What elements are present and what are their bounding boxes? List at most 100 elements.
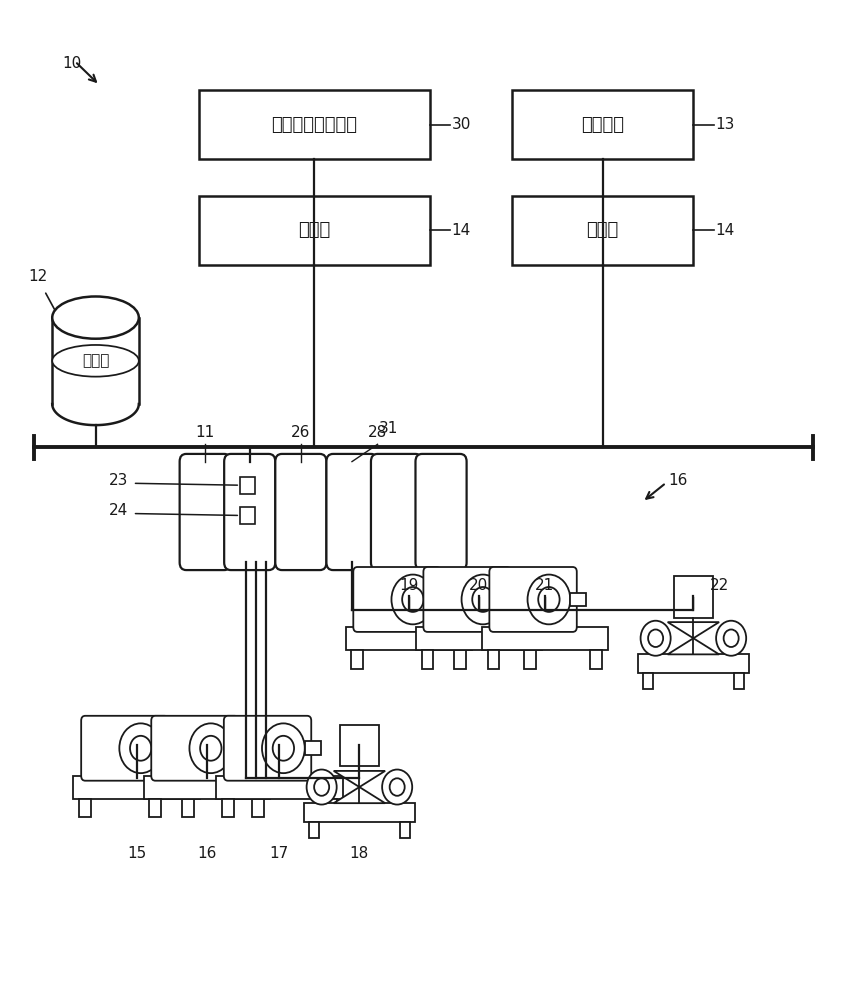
Bar	[182, 799, 194, 817]
Bar	[590, 650, 602, 669]
FancyBboxPatch shape	[353, 567, 441, 632]
Ellipse shape	[52, 296, 139, 339]
Text: 数据库: 数据库	[82, 353, 109, 368]
Text: 16: 16	[198, 846, 216, 861]
FancyBboxPatch shape	[81, 716, 168, 781]
Bar	[305, 741, 320, 755]
Bar	[482, 627, 608, 650]
Bar	[241, 477, 255, 494]
FancyBboxPatch shape	[224, 454, 275, 570]
Bar	[416, 627, 542, 650]
Circle shape	[716, 621, 746, 656]
Bar	[143, 776, 271, 799]
Bar	[570, 593, 586, 606]
FancyBboxPatch shape	[416, 454, 466, 570]
Bar	[512, 90, 693, 159]
Text: 图形显示应用程序: 图形显示应用程序	[271, 116, 357, 134]
Bar	[198, 90, 430, 159]
Polygon shape	[333, 771, 385, 787]
Circle shape	[641, 621, 671, 656]
FancyBboxPatch shape	[224, 716, 311, 781]
Bar	[304, 803, 415, 822]
Bar	[222, 799, 234, 817]
Text: 28: 28	[368, 425, 387, 440]
Text: 26: 26	[291, 425, 311, 440]
Text: 22: 22	[710, 578, 729, 593]
Bar	[504, 593, 521, 606]
Circle shape	[130, 736, 151, 761]
Circle shape	[307, 770, 337, 805]
Text: 13: 13	[716, 117, 735, 132]
Text: 18: 18	[350, 846, 369, 861]
Text: 10: 10	[63, 56, 82, 71]
Polygon shape	[667, 622, 719, 638]
Text: 23: 23	[109, 473, 129, 488]
Circle shape	[472, 587, 494, 612]
Circle shape	[527, 575, 570, 624]
Bar	[325, 799, 337, 817]
Bar	[673, 576, 713, 618]
Text: 19: 19	[399, 578, 418, 593]
Bar	[216, 776, 343, 799]
FancyBboxPatch shape	[275, 454, 326, 570]
FancyBboxPatch shape	[151, 716, 239, 781]
Bar	[198, 196, 430, 265]
Bar	[643, 673, 653, 689]
Text: 14: 14	[452, 223, 471, 238]
Text: 30: 30	[452, 117, 471, 132]
Circle shape	[723, 629, 739, 647]
FancyBboxPatch shape	[490, 567, 576, 632]
Bar	[525, 650, 536, 669]
Circle shape	[200, 736, 222, 761]
Circle shape	[272, 736, 294, 761]
Circle shape	[390, 778, 405, 796]
Circle shape	[539, 587, 559, 612]
Text: 24: 24	[109, 503, 129, 518]
Text: 12: 12	[28, 269, 47, 284]
Circle shape	[402, 587, 423, 612]
Bar	[422, 650, 434, 669]
Text: 11: 11	[196, 425, 215, 440]
Text: 17: 17	[270, 846, 289, 861]
FancyBboxPatch shape	[180, 454, 231, 570]
Text: 工作站: 工作站	[298, 221, 330, 239]
Bar	[734, 673, 744, 689]
Text: 20: 20	[469, 578, 489, 593]
Text: 16: 16	[668, 473, 688, 488]
Text: 14: 14	[716, 223, 735, 238]
Bar	[339, 725, 379, 766]
Circle shape	[314, 778, 329, 796]
Text: 工作站: 工作站	[587, 221, 618, 239]
Circle shape	[262, 723, 305, 773]
FancyBboxPatch shape	[371, 454, 422, 570]
Bar	[241, 507, 255, 524]
Bar	[434, 593, 450, 606]
Circle shape	[392, 575, 434, 624]
Circle shape	[461, 575, 504, 624]
Circle shape	[382, 770, 412, 805]
Text: 31: 31	[379, 421, 398, 436]
Bar	[79, 799, 91, 817]
Bar	[309, 822, 319, 838]
Text: 21: 21	[535, 578, 555, 593]
Circle shape	[119, 723, 162, 773]
Bar	[638, 654, 749, 673]
FancyBboxPatch shape	[326, 454, 378, 570]
Polygon shape	[333, 787, 385, 803]
Text: 15: 15	[127, 846, 146, 861]
FancyBboxPatch shape	[423, 567, 511, 632]
Bar	[488, 650, 499, 669]
Bar	[345, 627, 472, 650]
Text: 用户界面: 用户界面	[582, 116, 624, 134]
Polygon shape	[667, 638, 719, 654]
Circle shape	[648, 629, 663, 647]
Bar	[162, 741, 178, 755]
Circle shape	[190, 723, 232, 773]
Ellipse shape	[52, 345, 139, 377]
Bar	[454, 650, 466, 669]
Bar	[253, 799, 265, 817]
Bar	[512, 196, 693, 265]
Bar	[73, 776, 200, 799]
Bar	[232, 741, 248, 755]
Bar	[149, 799, 161, 817]
